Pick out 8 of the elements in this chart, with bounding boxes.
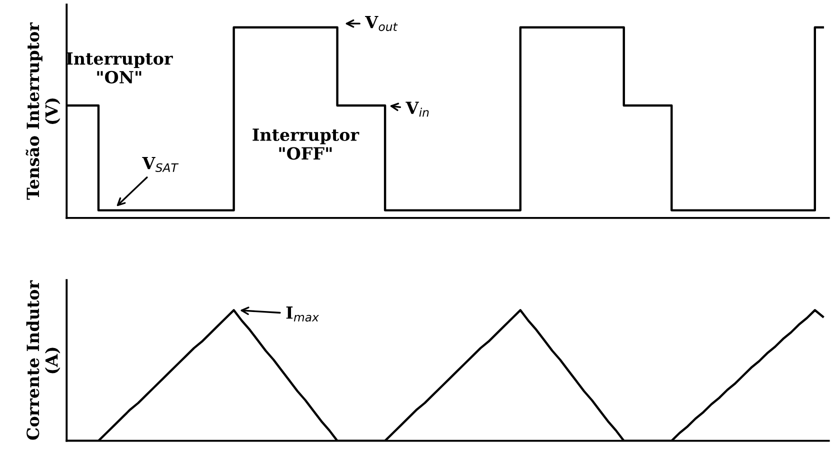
annotation: V$_{in}$ (406, 102, 429, 117)
annotation: I$_{max}$ (286, 306, 320, 322)
annotation: Interruptor "OFF" (252, 128, 360, 160)
annotation: Interruptor "ON" (66, 52, 173, 84)
annotation: V$_{out}$ (365, 16, 398, 32)
y-axis-title: Tensão Interruptor (V) (26, 22, 60, 200)
annotation: V$_{SAT}$ (142, 157, 179, 172)
y-axis-title: Corrente Indutor (A) (26, 280, 60, 440)
